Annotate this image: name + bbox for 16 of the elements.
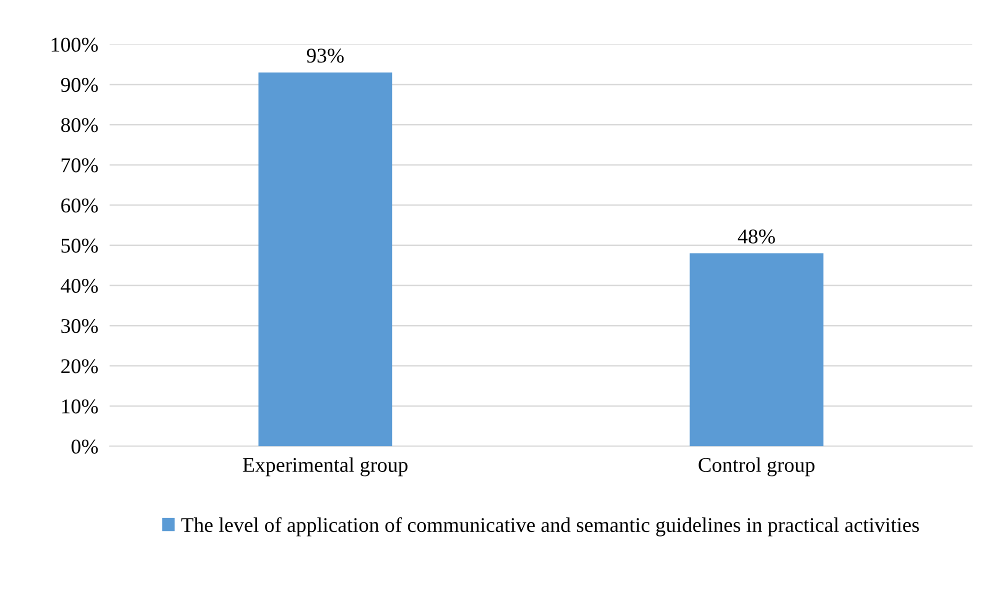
y-tick-label: 50%	[62, 238, 98, 253]
y-tick-label: 10%	[62, 399, 98, 414]
y-tick-label: 60%	[61, 198, 98, 213]
data-label: 93%	[306, 48, 344, 63]
x-tick-label: Control group	[698, 457, 814, 476]
x-tick-label: Experimental group	[242, 457, 408, 476]
y-tick-label: 100%	[52, 38, 98, 52]
y-tick-label: 20%	[61, 359, 98, 374]
y-tick-label: 90%	[61, 78, 98, 92]
y-tick-label: 40%	[60, 278, 98, 293]
y-tick-label: 30%	[61, 319, 98, 334]
y-tick-label: 80%	[61, 118, 98, 132]
legend-label: The level of application of communicative and semantic guidelines in practical activities	[181, 517, 919, 536]
data-label: 48%	[738, 229, 775, 244]
y-tick-label: 0%	[72, 440, 98, 454]
y-tick-label: 70%	[62, 158, 98, 172]
